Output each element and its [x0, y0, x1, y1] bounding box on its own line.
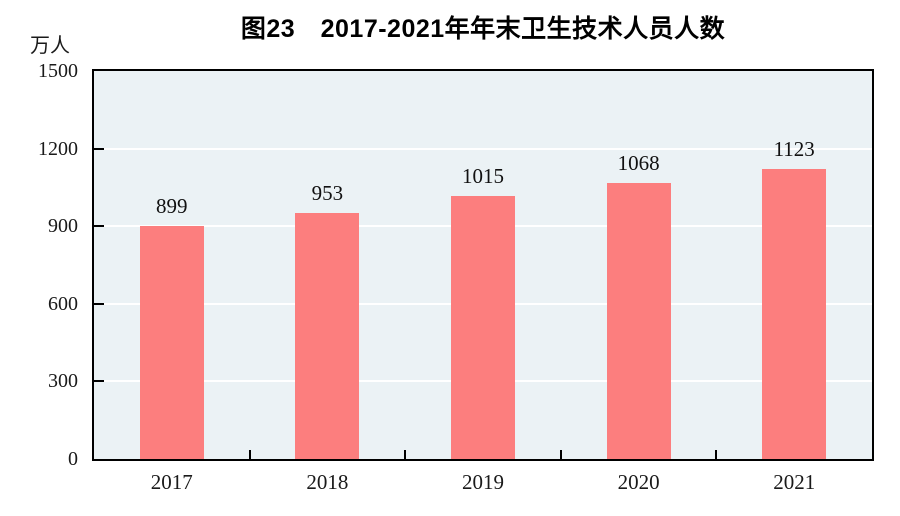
x-axis-tick: [559, 450, 562, 459]
plot-inner: 899 953 1015 1068 1123: [92, 71, 872, 459]
y-axis-tick-label: 0: [68, 448, 78, 470]
x-axis-tick-label: 2019: [462, 470, 504, 494]
y-axis-unit-label: 万人: [30, 35, 70, 57]
y-axis-tick-label: 1200: [38, 137, 78, 160]
bar: [295, 212, 360, 459]
bar-value-label: 1123: [773, 136, 815, 161]
x-axis-tick-label: 2020: [617, 470, 660, 494]
y-axis-tick-label: 300: [48, 370, 78, 393]
y-axis-tick-label: 600: [48, 292, 78, 315]
y-axis-tick: [92, 380, 104, 383]
y-axis-tick-label: 1500: [38, 60, 78, 82]
y-axis-tick: [92, 147, 104, 150]
x-axis-tick-label: 2021: [773, 470, 816, 494]
bar: [606, 182, 671, 459]
bar-value-label: 899: [156, 194, 188, 219]
y-axis-tick: [92, 225, 104, 228]
y-axis-tick-label: 900: [48, 215, 78, 238]
bar: [451, 196, 515, 459]
gridline: [94, 147, 872, 150]
bar-value-label: 953: [311, 180, 344, 205]
x-axis-tick: [404, 450, 407, 459]
x-axis-tick-label: 2018: [306, 470, 349, 494]
bar: [762, 168, 827, 459]
x-axis-tick: [248, 450, 251, 459]
plot-area: 899 953 1015 1068 1123: [92, 69, 874, 461]
bar-value-label: 1068: [617, 150, 660, 175]
bar-value-label: 1015: [462, 164, 504, 189]
x-axis-tick-label: 2017: [150, 470, 193, 494]
y-axis-tick: [92, 302, 104, 305]
bar: [139, 226, 204, 459]
x-axis-tick: [715, 450, 718, 459]
chart-title: 图23 2017-2021年年末卫生技术人员人数: [240, 15, 726, 43]
